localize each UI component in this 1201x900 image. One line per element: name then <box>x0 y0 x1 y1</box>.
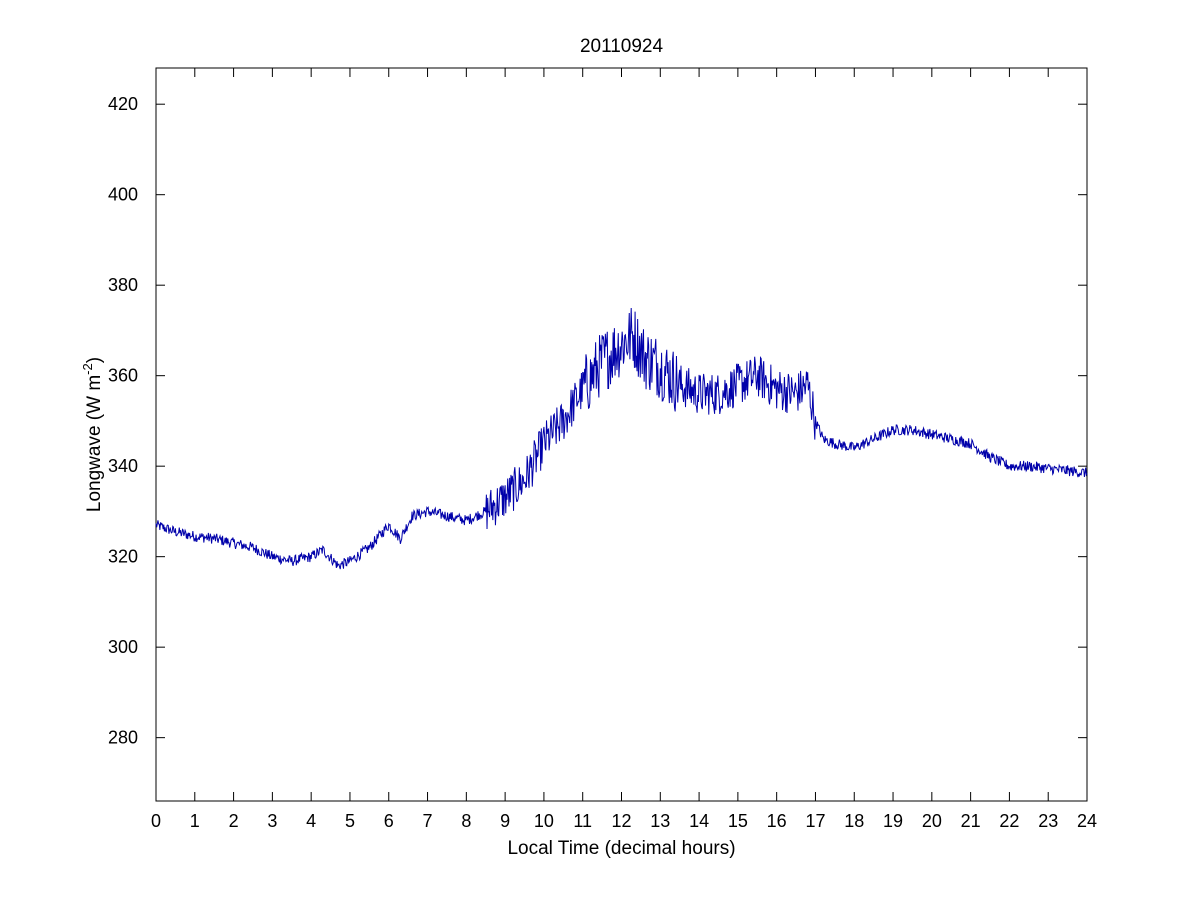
x-tick-label: 1 <box>190 811 200 831</box>
x-tick-label: 23 <box>1038 811 1058 831</box>
x-axis-ticks: 0 1 2 3 4 5 6 7 8 9 10 11 12 13 14 15 16 17 18 19 20 21 22 23 24 <box>151 68 1097 831</box>
x-tick-label: 7 <box>423 811 433 831</box>
y-axis-ticks: 280 300 320 340 360 380 400 420 <box>108 94 1087 748</box>
x-tick-label: 15 <box>728 811 748 831</box>
x-tick-label: 22 <box>999 811 1019 831</box>
y-tick-label: 320 <box>108 547 138 567</box>
y-tick-label: 300 <box>108 637 138 657</box>
x-tick-label: 21 <box>961 811 981 831</box>
y-tick-label: 340 <box>108 456 138 476</box>
x-tick-label: 24 <box>1077 811 1097 831</box>
x-tick-label: 20 <box>922 811 942 831</box>
y-tick-label: 400 <box>108 185 138 205</box>
x-tick-label: 0 <box>151 811 161 831</box>
x-tick-label: 11 <box>573 811 592 831</box>
x-tick-label: 2 <box>229 811 239 831</box>
x-tick-label: 8 <box>461 811 471 831</box>
x-tick-label: 9 <box>500 811 510 831</box>
y-axis-label-main: Longwave (W m <box>84 375 105 512</box>
chart-title: 20110924 <box>580 36 664 57</box>
x-tick-label: 6 <box>384 811 394 831</box>
longwave-series-line <box>155 308 1088 570</box>
x-axis-label: Local Time (decimal hours) <box>507 838 735 859</box>
x-tick-label: 19 <box>883 811 903 831</box>
x-tick-label: 10 <box>534 811 554 831</box>
y-axis-label-close: ) <box>84 357 105 363</box>
y-tick-label: 280 <box>108 728 138 748</box>
x-tick-label: 12 <box>611 811 631 831</box>
x-tick-label: 17 <box>805 811 825 831</box>
y-tick-label: 360 <box>108 366 138 386</box>
x-tick-label: 16 <box>767 811 787 831</box>
x-tick-label: 18 <box>844 811 864 831</box>
x-tick-label: 4 <box>306 811 316 831</box>
y-axis-label-superscript: -2 <box>80 363 95 375</box>
y-axis-label: Longwave (W m-2) <box>80 357 105 512</box>
y-tick-label: 380 <box>108 275 138 295</box>
x-tick-label: 5 <box>345 811 355 831</box>
y-tick-label: 420 <box>108 94 138 114</box>
x-tick-label: 14 <box>689 811 709 831</box>
x-tick-label: 3 <box>267 811 277 831</box>
x-tick-label: 13 <box>650 811 670 831</box>
